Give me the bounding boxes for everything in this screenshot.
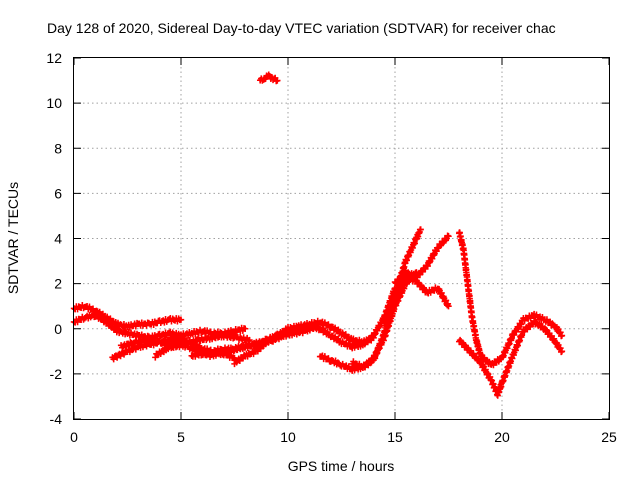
y-tick-label: 2: [54, 276, 62, 292]
data-point: [321, 327, 328, 334]
data-points: [70, 71, 566, 399]
series-track-n: [456, 317, 566, 399]
data-point: [274, 77, 281, 84]
x-tick-label: 15: [387, 429, 403, 445]
y-tick-label: 10: [46, 95, 62, 111]
x-tick-label: 5: [177, 429, 185, 445]
series-track-m: [456, 229, 566, 369]
y-tick-label: 4: [54, 231, 62, 247]
y-tick-label: 8: [54, 140, 62, 156]
y-tick-label: 6: [54, 185, 62, 201]
series-track-a: [70, 302, 185, 331]
data-point: [325, 321, 332, 328]
data-point: [558, 332, 566, 339]
axis-ticks: [73, 57, 610, 420]
y-tick-label: 0: [54, 321, 62, 337]
series-track-h: [256, 71, 281, 85]
y-tick-labels: -4 -2 0 2 4 6 8 10 12: [46, 50, 62, 427]
series-track-k: [381, 272, 452, 327]
y-tick-label: -4: [50, 411, 63, 427]
data-point: [445, 233, 452, 240]
data-point: [367, 359, 374, 367]
y-tick-label: -2: [50, 366, 63, 382]
data-point: [558, 348, 566, 355]
x-tick-label: 10: [280, 429, 296, 445]
y-axis-label: SDTVAR / TECUs: [5, 182, 21, 294]
x-tick-label: 25: [601, 429, 617, 445]
data-point: [445, 302, 452, 310]
x-tick-label: 20: [494, 429, 510, 445]
x-tick-label: 0: [70, 429, 78, 445]
x-tick-labels: 0 5 10 15 20 25: [70, 429, 617, 445]
data-point: [89, 305, 97, 312]
plot-frame: [73, 57, 610, 420]
data-point: [324, 328, 331, 336]
chart-title: Day 128 of 2020, Sidereal Day-to-day VTE…: [47, 20, 556, 36]
series-track-l: [391, 232, 452, 287]
data-point: [177, 316, 185, 323]
y-tick-label: 12: [46, 50, 62, 66]
x-axis-label: GPS time / hours: [288, 458, 395, 474]
series-track-g: [231, 284, 399, 368]
data-point: [242, 325, 249, 332]
data-point: [417, 226, 424, 233]
data-point: [325, 355, 332, 362]
